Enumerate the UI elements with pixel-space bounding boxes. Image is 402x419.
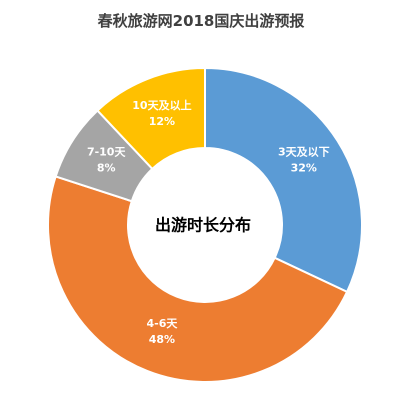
slice-value-label: 48% xyxy=(149,333,175,346)
slice-category-label: 10天及以上 xyxy=(132,98,191,112)
slice-4 xyxy=(96,66,206,171)
slice-value-label: 32% xyxy=(291,161,317,174)
slice-1 xyxy=(204,66,363,294)
center-label: 出游时长分布 xyxy=(155,216,251,235)
slice-category-label: 7-10天 xyxy=(87,145,127,158)
slice-value-label: 12% xyxy=(149,115,175,128)
slice-category-label: 4-6天 xyxy=(146,317,178,330)
slice-value-label: 8% xyxy=(97,161,116,174)
slice-category-label: 3天及以下 xyxy=(278,145,330,158)
chart-title: 春秋旅游网2018国庆出游预报 xyxy=(97,12,305,30)
slice-2 xyxy=(47,175,349,383)
